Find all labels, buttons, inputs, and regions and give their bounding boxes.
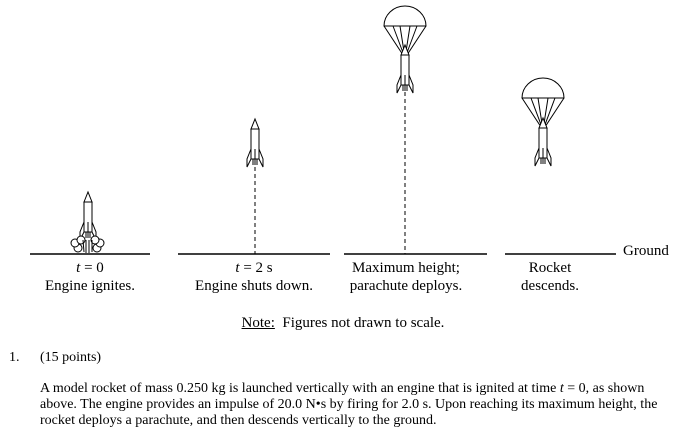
caption-panel-4: Rocket descends.	[500, 259, 600, 295]
caption-panel-1: t = 0 Engine ignites.	[30, 259, 150, 295]
caption-description: Engine shuts down.	[195, 278, 313, 294]
note-label: Note:	[241, 315, 275, 331]
rocket-launch-figure	[30, 5, 616, 255]
caption-time: t = 2 s	[235, 260, 273, 276]
caption-description: Engine ignites.	[45, 278, 135, 294]
caption-line-2: parachute deploys.	[349, 278, 463, 294]
rocket-ignition	[79, 191, 97, 241]
rocket-descending	[534, 117, 552, 167]
question-number: 1.	[9, 350, 20, 365]
caption-line-2: descends.	[521, 278, 579, 294]
figure-note: Note: Figures not drawn to scale.	[0, 315, 686, 332]
rocket-shutdown	[246, 118, 264, 168]
caption-panel-3: Maximum height; parachute deploys.	[344, 259, 468, 295]
rocket-max-height	[396, 44, 414, 94]
question-text: A model rocket of mass 0.250 kg is launc…	[40, 381, 658, 428]
caption-line-1: Rocket	[528, 260, 572, 276]
note-text: Figures not drawn to scale.	[282, 315, 445, 331]
caption-time: t = 0	[76, 260, 104, 276]
caption-panel-2: t = 2 s Engine shuts down.	[178, 259, 330, 295]
ground-label: Ground	[623, 243, 669, 259]
exhaust-smoke-icon	[70, 235, 105, 253]
question-points: (15 points)	[40, 350, 102, 365]
caption-line-1: Maximum height;	[352, 260, 460, 276]
